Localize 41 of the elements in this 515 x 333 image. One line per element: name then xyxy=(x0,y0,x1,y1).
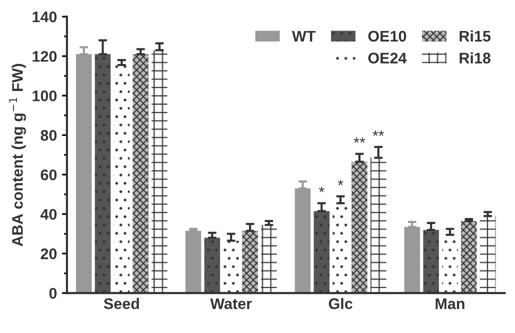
annotation: ** xyxy=(354,137,366,143)
bar xyxy=(185,230,202,294)
legend-label: Ri18 xyxy=(460,52,490,64)
y-tick-label: 140 xyxy=(32,12,57,22)
bar xyxy=(352,162,368,294)
y-axis-title: ABA content (ng g$^{−1}$ FW) xyxy=(9,64,26,246)
legend-label: OE24 xyxy=(368,52,407,64)
y-tick-label: 60 xyxy=(40,169,57,180)
annotation: * xyxy=(338,180,344,186)
bar xyxy=(152,50,168,294)
bar xyxy=(314,211,330,294)
bar xyxy=(204,238,220,294)
y-tick-label: 80 xyxy=(40,130,57,141)
bar xyxy=(442,234,458,294)
y-tick-label: 100 xyxy=(32,90,57,102)
x-tick-label: Glc xyxy=(328,298,352,310)
x-tick-label: Man xyxy=(436,298,464,310)
legend-label: WT xyxy=(292,30,316,42)
legend-label: Ri15 xyxy=(460,30,491,42)
bar xyxy=(261,224,277,294)
bar xyxy=(480,216,496,294)
bar xyxy=(370,158,386,294)
bar xyxy=(423,230,439,294)
y-tick-label: 20 xyxy=(40,248,57,260)
legend-label: OE10 xyxy=(368,30,406,42)
annotation: ** xyxy=(372,130,384,136)
bar xyxy=(114,65,130,294)
y-tick-label: 120 xyxy=(32,51,57,62)
bar xyxy=(294,188,311,294)
bar xyxy=(132,54,148,294)
bar xyxy=(461,220,477,294)
x-tick-label: Seed xyxy=(104,298,139,310)
bar xyxy=(404,226,420,294)
bar xyxy=(242,230,258,294)
y-tick-label: 0 xyxy=(49,288,57,299)
y-tick-label: 40 xyxy=(40,208,57,220)
bar xyxy=(76,54,92,294)
bar xyxy=(223,240,239,294)
bar xyxy=(94,54,111,294)
annotation: * xyxy=(318,186,324,192)
x-tick-label: Water xyxy=(210,298,252,310)
